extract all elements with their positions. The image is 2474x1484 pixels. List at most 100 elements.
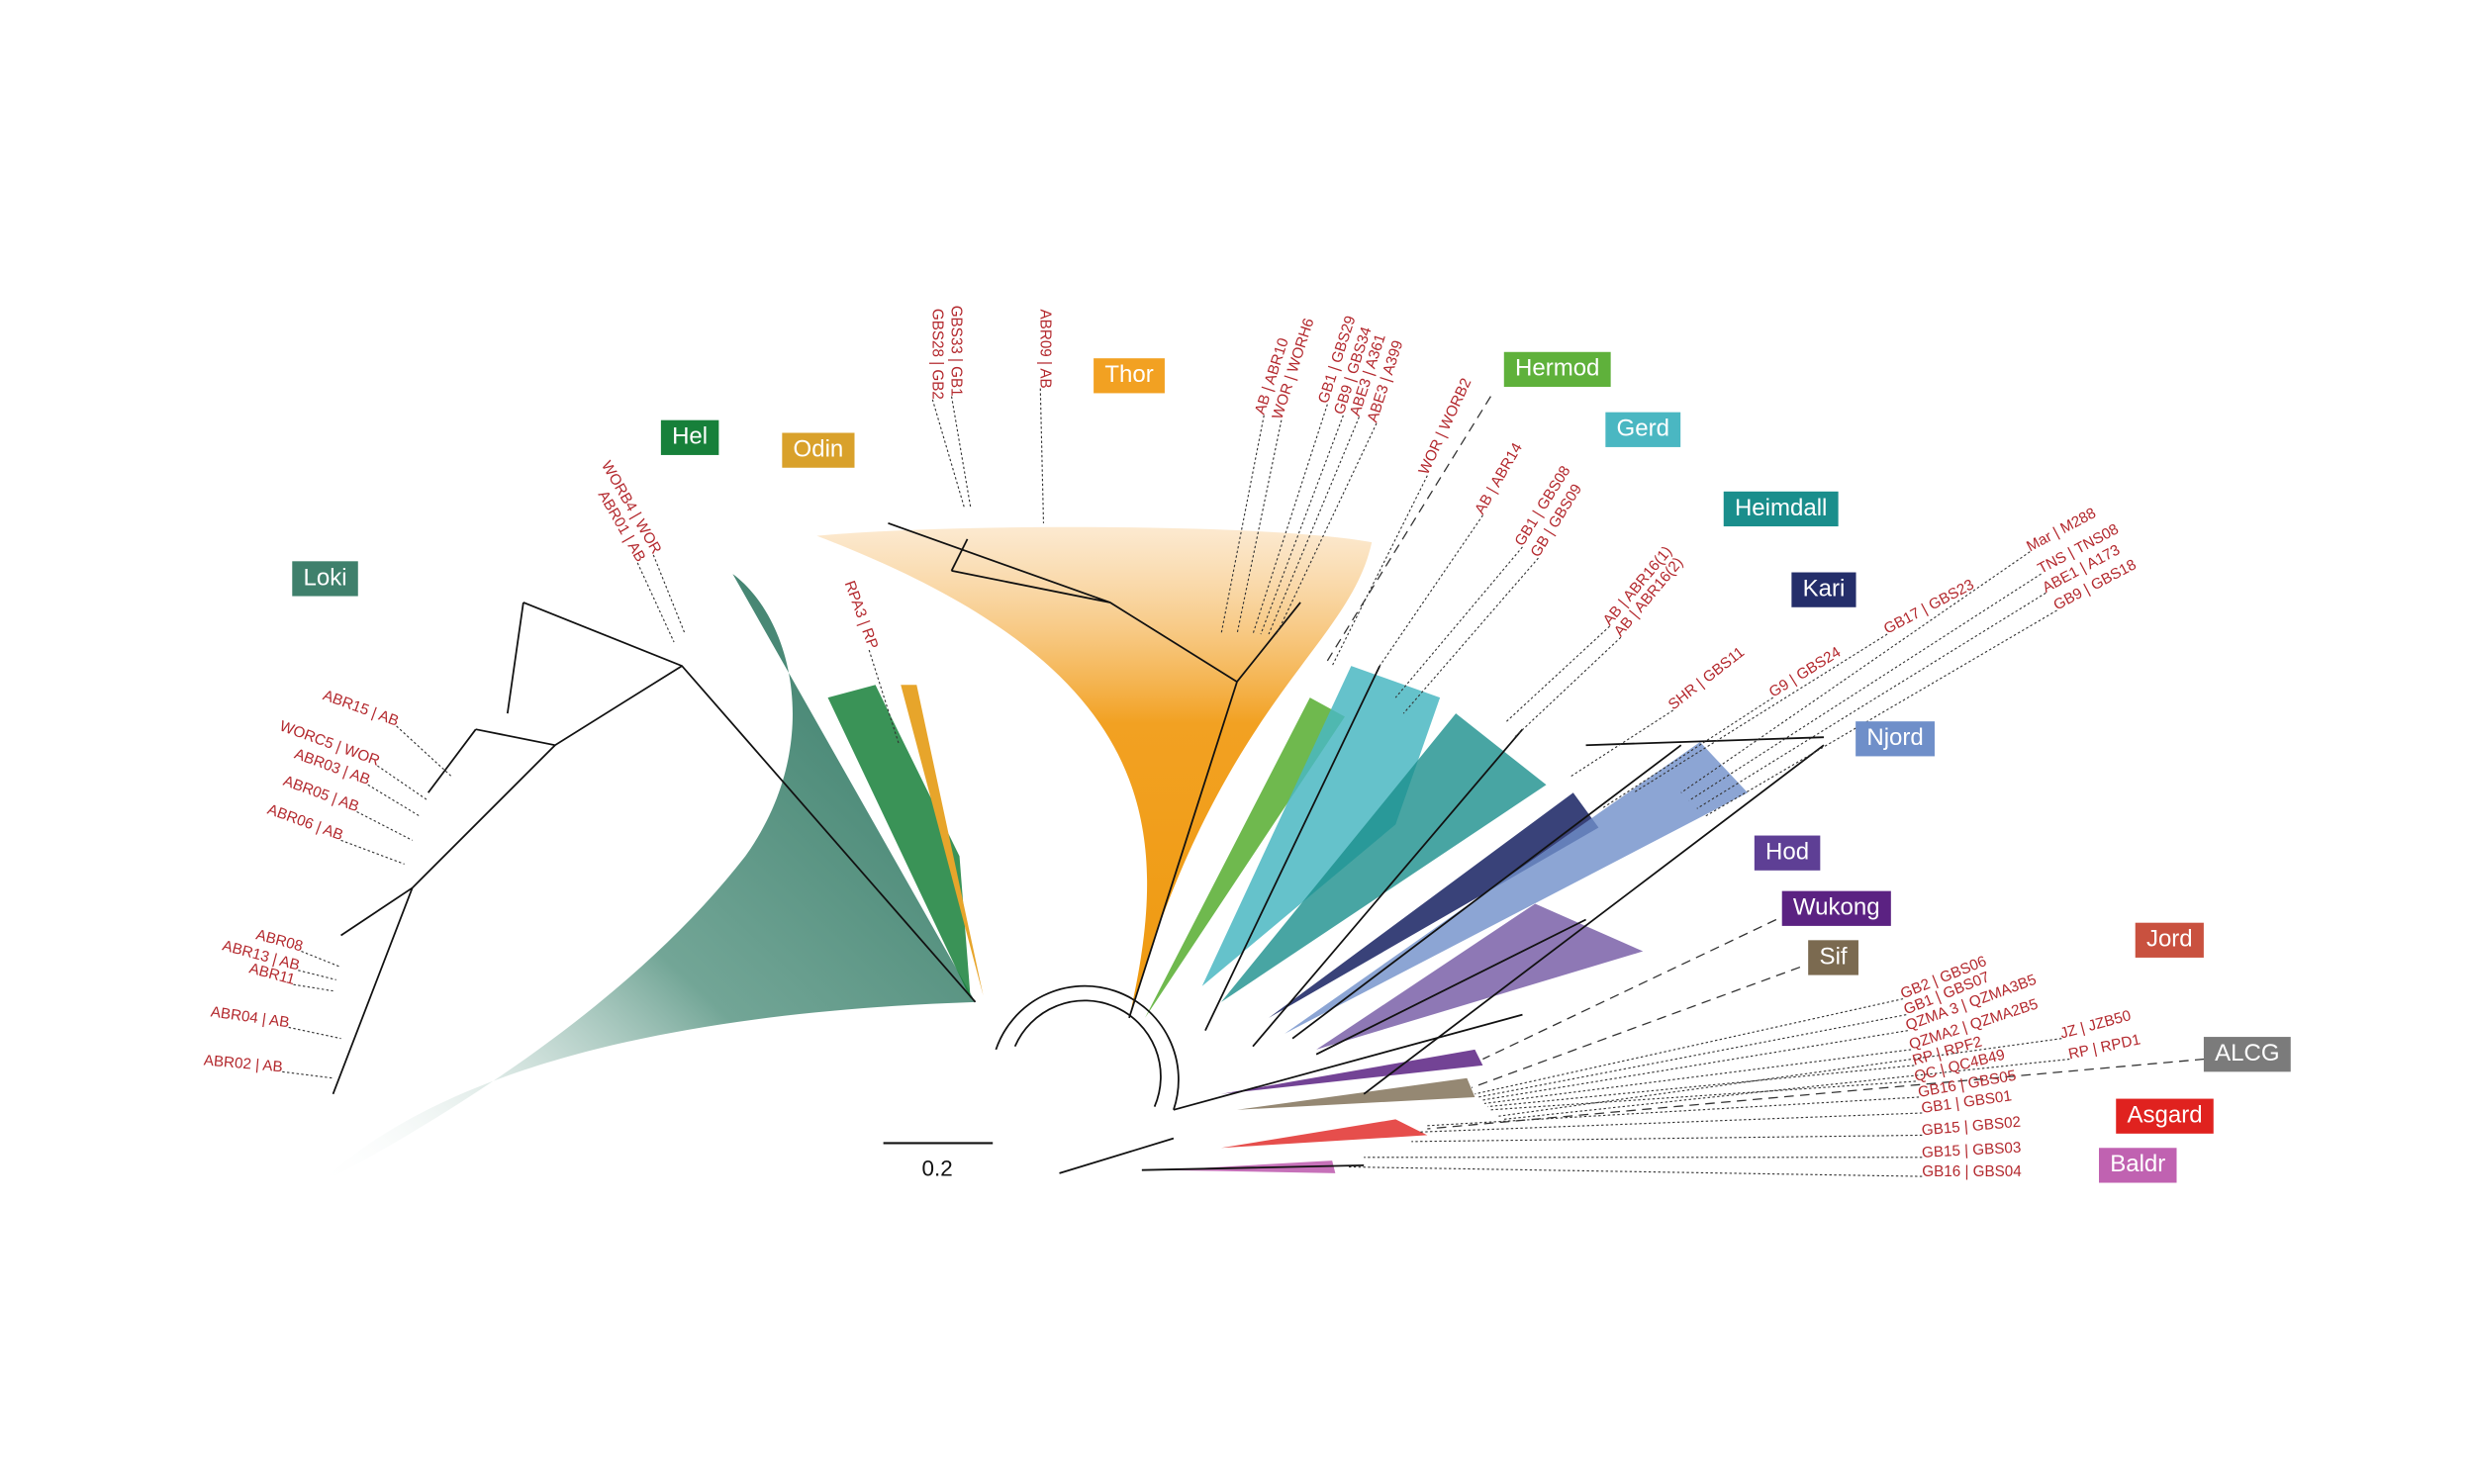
clade-label: Heimdall xyxy=(1735,495,1827,521)
clade-labels: Loki Hel Odin Thor Hermod Gerd Heimdall Kari Njo… xyxy=(292,351,2291,1183)
leaf-leader xyxy=(1570,709,1674,778)
leaf-label: GBS28 | GB2 xyxy=(928,309,945,400)
leaf-label: ABR02 | AB xyxy=(203,1052,283,1075)
leaf-leader xyxy=(1268,417,1360,635)
leaf-leader xyxy=(1680,551,2031,793)
clade-label: Asgard xyxy=(2127,1102,2202,1129)
leaf-leader xyxy=(1688,573,2042,801)
clade-label: Jord xyxy=(2146,926,2193,953)
clade-label: Hermod xyxy=(1515,355,1599,382)
clade-box xyxy=(2135,922,2204,958)
clade-label: Hel xyxy=(672,423,708,450)
clade-box xyxy=(660,419,719,455)
leaf-label: GB15 | GBS02 xyxy=(1921,1114,2022,1140)
leaf-label: ABR09 | AB xyxy=(1036,310,1053,389)
right-branches xyxy=(1204,665,1825,1095)
clade-box xyxy=(292,561,358,597)
leaf-label: GB17 | GBS23 xyxy=(1881,576,1977,637)
fan-hel xyxy=(827,685,971,999)
fan-njord xyxy=(1285,742,1749,1034)
leaf-leader xyxy=(1411,1134,1923,1143)
leaf-label: SHR | GBS11 xyxy=(1665,644,1748,713)
fan-kari xyxy=(1269,792,1599,1018)
clade-fans xyxy=(317,526,1749,1186)
clade-box xyxy=(1856,721,1935,757)
leaf-leader xyxy=(1477,1014,1907,1098)
leaf-leader xyxy=(1506,625,1610,722)
clade-box xyxy=(1723,491,1839,527)
leaf-label: G9 | GBS24 xyxy=(1766,643,1845,700)
leaf-leader xyxy=(377,765,429,801)
leaf-leader xyxy=(1475,998,1904,1095)
clade-label: Loki xyxy=(303,564,346,591)
leaf-leader xyxy=(636,562,675,643)
leaf-leader xyxy=(396,725,453,778)
fan-odin xyxy=(901,685,984,996)
clade-box xyxy=(2116,1098,2214,1134)
thor-branches xyxy=(888,522,1301,1019)
clade-box xyxy=(2203,1037,2291,1072)
leaf-leader xyxy=(1427,1096,1920,1127)
leaf-leader xyxy=(356,811,413,841)
loki-branches xyxy=(332,602,977,1095)
clade-label: Hod xyxy=(1765,839,1809,866)
leaf-leader xyxy=(1696,592,2046,809)
leaf-leader xyxy=(1331,475,1428,667)
clade-box xyxy=(1791,572,1856,607)
leaf-leader xyxy=(1633,633,1888,793)
scale-bar: 0.2 xyxy=(883,1142,994,1181)
clade-box xyxy=(782,432,855,468)
fan-sif xyxy=(1237,1077,1475,1110)
leaf-leader xyxy=(1483,1049,1912,1104)
fan-wukong xyxy=(1220,1049,1483,1094)
leaf-leader xyxy=(293,983,333,992)
clade-label: Gerd xyxy=(1617,416,1669,442)
clade-box xyxy=(1605,412,1681,447)
leaf-leader xyxy=(1490,1080,1916,1111)
leaf-label: ABR15 | AB xyxy=(321,687,401,729)
leaf-leader xyxy=(950,396,972,508)
leaf-leader xyxy=(1236,419,1283,635)
leaf-leader xyxy=(1601,696,1773,809)
leaf-label: WOR | WORB2 xyxy=(1416,376,1475,478)
leaf-leader xyxy=(298,970,336,980)
clade-box xyxy=(2098,1148,2177,1183)
clade-label: ALCG xyxy=(2215,1040,2279,1067)
clade-label: Sif xyxy=(1820,943,1848,970)
clade-label: Wukong xyxy=(1793,894,1880,921)
leaf-leader xyxy=(367,784,421,817)
alcg-leader xyxy=(1427,1058,2205,1130)
fan-asgard xyxy=(1220,1119,1428,1149)
leaf-leader xyxy=(1260,415,1344,635)
clade-label: Kari xyxy=(1803,575,1846,602)
leaf-leader xyxy=(868,649,901,746)
clade-box xyxy=(1094,358,1165,394)
leaf-leader xyxy=(931,399,965,508)
fan-heimdall xyxy=(1220,713,1547,1002)
leaf-leaders xyxy=(282,388,2070,1177)
clade-box xyxy=(1503,351,1611,388)
clade-label: Thor xyxy=(1104,361,1153,388)
leaf-leader xyxy=(1276,422,1378,635)
leaf-leader xyxy=(1704,609,2057,817)
leaf-leader xyxy=(1419,1112,1923,1133)
clade-box xyxy=(1781,890,1891,926)
leaf-label: ABR04 | AB xyxy=(210,1003,291,1031)
leaf-label: GBS33 | GB1 xyxy=(948,306,965,397)
clade-box xyxy=(1808,940,1858,975)
clade-label: Odin xyxy=(794,435,844,462)
leaf-label: GB15 | GBS03 xyxy=(1922,1140,2022,1161)
leaf-label: AB | ABR14 xyxy=(1472,440,1526,517)
leaf-leader xyxy=(1487,1065,1915,1108)
leaf-leader xyxy=(1220,415,1265,635)
leaf-leader xyxy=(282,1070,333,1079)
leaf-leader xyxy=(1514,636,1622,738)
wukong-leader xyxy=(1482,918,1777,1061)
fan-gerd xyxy=(1201,666,1441,986)
guide-lines xyxy=(1323,396,2205,1130)
leaf-leader xyxy=(1039,388,1045,523)
leaf-leader xyxy=(301,951,341,969)
leaf-leader xyxy=(1402,557,1539,714)
leaf-leader xyxy=(288,1026,341,1040)
